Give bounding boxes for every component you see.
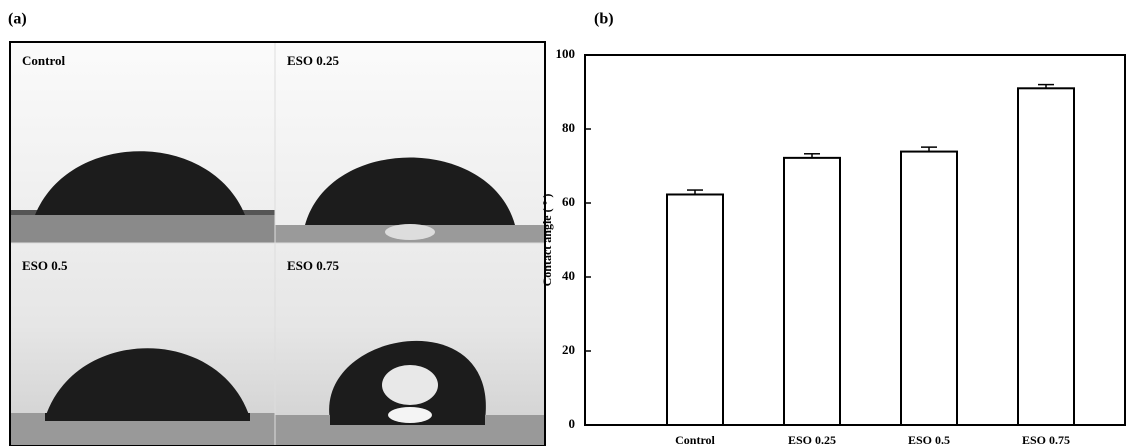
x-tick-label: Control [675, 433, 715, 446]
photo [10, 348, 275, 446]
x-tick-label: ESO 0.75 [1022, 433, 1070, 446]
bar [900, 150, 958, 426]
bar [1017, 87, 1075, 427]
panel-label: (a) [8, 11, 27, 28]
y-tick-label: 80 [562, 120, 575, 135]
y-tick-label: 60 [562, 194, 575, 209]
panel-label: (b) [594, 11, 614, 28]
photo [275, 340, 545, 446]
y-tick-label: 20 [562, 342, 575, 357]
y-tick-label: 100 [556, 46, 576, 61]
x-tick-label: ESO 0.25 [788, 433, 836, 446]
bar [666, 193, 724, 426]
x-tick-label: ESO 0.5 [908, 433, 950, 446]
photo-label: ESO 0.75 [287, 258, 340, 273]
y-tick-label: 40 [562, 268, 575, 283]
photo-label: ESO 0.25 [287, 53, 340, 68]
photo-label: Control [22, 53, 65, 68]
y-axis-label: Contact angle ( ° ) [540, 194, 554, 287]
bar [783, 156, 841, 427]
photo-grid: Control ESO 0.25 ESO 0.5 ESO 0.75 [9, 41, 546, 446]
photo [10, 151, 275, 243]
photo-label: ESO 0.5 [22, 258, 68, 273]
plot-frame [584, 54, 1126, 426]
photo [275, 157, 545, 243]
y-tick-label: 0 [569, 416, 576, 431]
